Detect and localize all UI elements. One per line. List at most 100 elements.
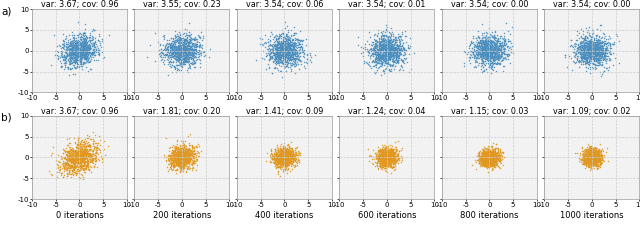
Point bbox=[172, 54, 182, 58]
Point bbox=[84, 148, 94, 151]
Point bbox=[179, 44, 189, 48]
Point bbox=[497, 46, 508, 49]
Point bbox=[593, 37, 603, 41]
Point bbox=[582, 46, 593, 49]
Point bbox=[79, 160, 89, 163]
Point bbox=[276, 154, 286, 158]
Point bbox=[51, 170, 61, 174]
Point bbox=[179, 152, 189, 155]
Point bbox=[184, 51, 194, 55]
Point bbox=[189, 50, 199, 54]
Point bbox=[271, 157, 282, 161]
Point bbox=[570, 44, 580, 48]
Point bbox=[175, 160, 186, 164]
Point bbox=[487, 64, 497, 68]
Point bbox=[278, 156, 288, 160]
Point bbox=[290, 153, 300, 157]
Point bbox=[175, 46, 185, 49]
Point bbox=[55, 44, 65, 48]
Point bbox=[167, 168, 177, 171]
Point bbox=[73, 49, 83, 52]
Point bbox=[499, 38, 509, 41]
Point bbox=[579, 59, 589, 63]
Point bbox=[378, 40, 388, 43]
Point bbox=[385, 159, 395, 163]
Point bbox=[390, 61, 401, 64]
Point bbox=[580, 155, 591, 159]
Point bbox=[72, 149, 82, 152]
Point bbox=[382, 49, 392, 52]
Point bbox=[172, 37, 182, 41]
Point bbox=[280, 151, 290, 155]
Point bbox=[180, 62, 191, 66]
Point bbox=[170, 50, 180, 54]
Point bbox=[276, 56, 286, 60]
Point bbox=[392, 43, 402, 47]
Point bbox=[589, 159, 599, 162]
Point bbox=[63, 162, 74, 166]
Point bbox=[176, 156, 186, 160]
Point bbox=[183, 60, 193, 64]
Point bbox=[173, 45, 183, 49]
Point bbox=[591, 58, 602, 62]
Point bbox=[487, 154, 497, 158]
Point bbox=[167, 44, 177, 47]
Point bbox=[399, 29, 410, 32]
Point bbox=[275, 51, 285, 55]
Point bbox=[80, 141, 90, 144]
Point bbox=[490, 45, 500, 49]
Point bbox=[280, 167, 290, 171]
Point bbox=[477, 48, 487, 52]
Point bbox=[180, 46, 190, 49]
Point bbox=[65, 37, 76, 40]
Point bbox=[76, 150, 86, 153]
Point bbox=[388, 158, 398, 161]
Point bbox=[179, 163, 189, 167]
Point bbox=[493, 55, 503, 58]
Point bbox=[273, 53, 284, 56]
Point bbox=[305, 55, 316, 58]
Point bbox=[372, 53, 382, 57]
Point bbox=[284, 45, 294, 49]
Point bbox=[375, 48, 385, 52]
Point bbox=[177, 52, 187, 55]
Point bbox=[77, 51, 87, 54]
Point bbox=[71, 158, 81, 162]
Point bbox=[56, 65, 66, 69]
Point bbox=[171, 162, 181, 166]
Point bbox=[93, 53, 104, 57]
Point bbox=[187, 49, 197, 52]
Point bbox=[279, 154, 289, 157]
Point bbox=[282, 151, 292, 155]
Point bbox=[271, 150, 281, 154]
Point bbox=[77, 158, 87, 161]
Point bbox=[83, 60, 93, 63]
Point bbox=[493, 52, 503, 55]
Point bbox=[173, 152, 183, 156]
Point bbox=[490, 153, 500, 156]
Point bbox=[279, 50, 289, 54]
Point bbox=[593, 56, 604, 59]
Point bbox=[479, 155, 490, 158]
Point bbox=[487, 153, 497, 156]
Point bbox=[183, 40, 193, 43]
Point bbox=[484, 54, 495, 58]
Point bbox=[93, 48, 104, 52]
Point bbox=[274, 154, 284, 158]
Point bbox=[479, 153, 489, 157]
Point bbox=[588, 161, 598, 164]
Point bbox=[492, 157, 502, 160]
Point bbox=[294, 152, 305, 156]
Point bbox=[378, 56, 388, 60]
Point bbox=[90, 157, 100, 161]
Point bbox=[284, 42, 294, 46]
Point bbox=[491, 46, 501, 50]
Point bbox=[287, 47, 298, 51]
Point bbox=[90, 41, 100, 44]
Point bbox=[282, 152, 292, 156]
Point bbox=[81, 40, 92, 43]
Point bbox=[280, 45, 290, 48]
Point bbox=[196, 44, 207, 47]
Point bbox=[285, 54, 295, 58]
Point bbox=[80, 55, 90, 58]
